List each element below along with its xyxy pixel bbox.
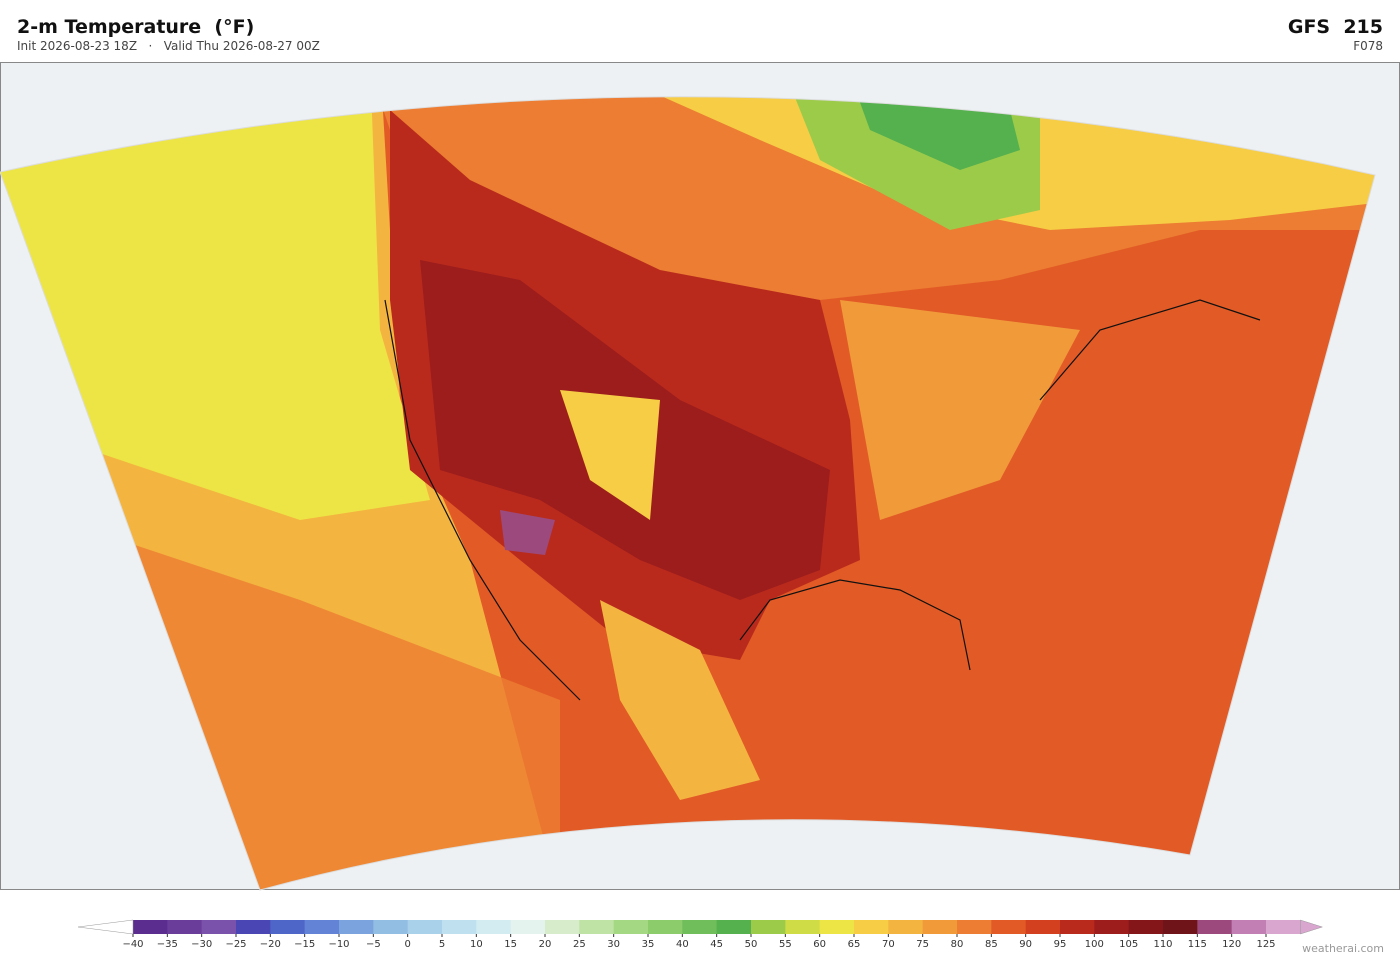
color-swatch — [751, 920, 786, 934]
tick-label: 95 — [1054, 939, 1067, 950]
color-swatch — [1266, 920, 1301, 934]
color-swatch — [373, 920, 409, 934]
tick-label: 10 — [470, 939, 483, 950]
tick-label: 15 — [504, 939, 517, 950]
tick-label: 105 — [1119, 939, 1138, 950]
tick-label: 85 — [985, 939, 998, 950]
tick-label: −35 — [157, 939, 178, 950]
color-swatch — [613, 920, 649, 934]
color-swatch — [785, 920, 821, 934]
over-triangle — [1300, 919, 1324, 935]
color-swatch — [1197, 920, 1233, 934]
tick-label: 100 — [1085, 939, 1104, 950]
tick-label: 90 — [1019, 939, 1032, 950]
model-name: GFS 215 — [1287, 16, 1383, 38]
color-swatch — [1025, 920, 1061, 934]
color-swatch — [442, 920, 477, 934]
tick-label: 60 — [813, 939, 826, 950]
tick-label: 25 — [573, 939, 586, 950]
tick-label: 20 — [539, 939, 552, 950]
tick-label: 115 — [1188, 939, 1207, 950]
color-swatch — [888, 920, 924, 934]
tick-label: −15 — [294, 939, 315, 950]
color-swatch — [236, 920, 271, 934]
tick-label: 120 — [1222, 939, 1241, 950]
color-swatch — [819, 920, 855, 934]
color-swatch — [579, 920, 615, 934]
color-swatch — [167, 920, 203, 934]
color-swatch — [1094, 920, 1130, 934]
color-swatch — [1128, 920, 1164, 934]
color-swatch — [1060, 920, 1095, 934]
colorbar: −40 −35 −30 −25 −20 −15 −10 −5 0 5 10 15 20 25 30 35 40 4… — [77, 919, 1324, 950]
color-swatch — [201, 920, 237, 934]
tick-label: −25 — [225, 939, 246, 950]
tick-label: −20 — [260, 939, 281, 950]
tick-label: 65 — [848, 939, 861, 950]
color-swatch — [510, 920, 546, 934]
domain-outline — [0, 96, 1376, 891]
tick-label: 45 — [710, 939, 723, 950]
tick-label: −5 — [366, 939, 381, 950]
tick-label: 125 — [1256, 939, 1275, 950]
tick-label: 40 — [676, 939, 689, 950]
color-swatch — [304, 920, 340, 934]
map-title: 2-m Temperature (°F) — [17, 16, 255, 38]
tick-label: 35 — [642, 939, 655, 950]
tick-label: 70 — [882, 939, 895, 950]
color-swatch — [991, 920, 1027, 934]
tick-label: 5 — [439, 939, 445, 950]
coastline — [384, 299, 1261, 701]
color-swatch — [545, 920, 580, 934]
map-subtitle: Init 2026-08-23 18Z · Valid Thu 2026-08-… — [17, 39, 320, 53]
tick-label: 80 — [951, 939, 964, 950]
tick-label: −40 — [122, 939, 143, 950]
color-swatch — [339, 920, 374, 934]
tick-label: −30 — [191, 939, 212, 950]
color-swatch — [682, 920, 718, 934]
color-swatch — [407, 920, 443, 934]
tick-label: 110 — [1153, 939, 1172, 950]
color-swatch — [270, 920, 306, 934]
color-swatch — [922, 920, 958, 934]
color-swatch — [957, 920, 992, 934]
color-swatch — [476, 920, 512, 934]
tick-label: 55 — [779, 939, 792, 950]
tick-label: 30 — [607, 939, 620, 950]
forecast-hour: F078 — [1353, 39, 1383, 53]
under-triangle — [77, 919, 134, 935]
color-swatch — [1231, 920, 1267, 934]
tick-label: 0 — [404, 939, 410, 950]
color-swatch — [716, 920, 752, 934]
tick-label: 50 — [745, 939, 758, 950]
tick-label: 75 — [916, 939, 929, 950]
watermark: weatherai.com — [1302, 942, 1384, 955]
color-swatch — [1163, 920, 1198, 934]
color-swatch — [133, 920, 168, 934]
tick-label: −10 — [328, 939, 349, 950]
color-swatch — [648, 920, 683, 934]
color-swatch — [854, 920, 889, 934]
